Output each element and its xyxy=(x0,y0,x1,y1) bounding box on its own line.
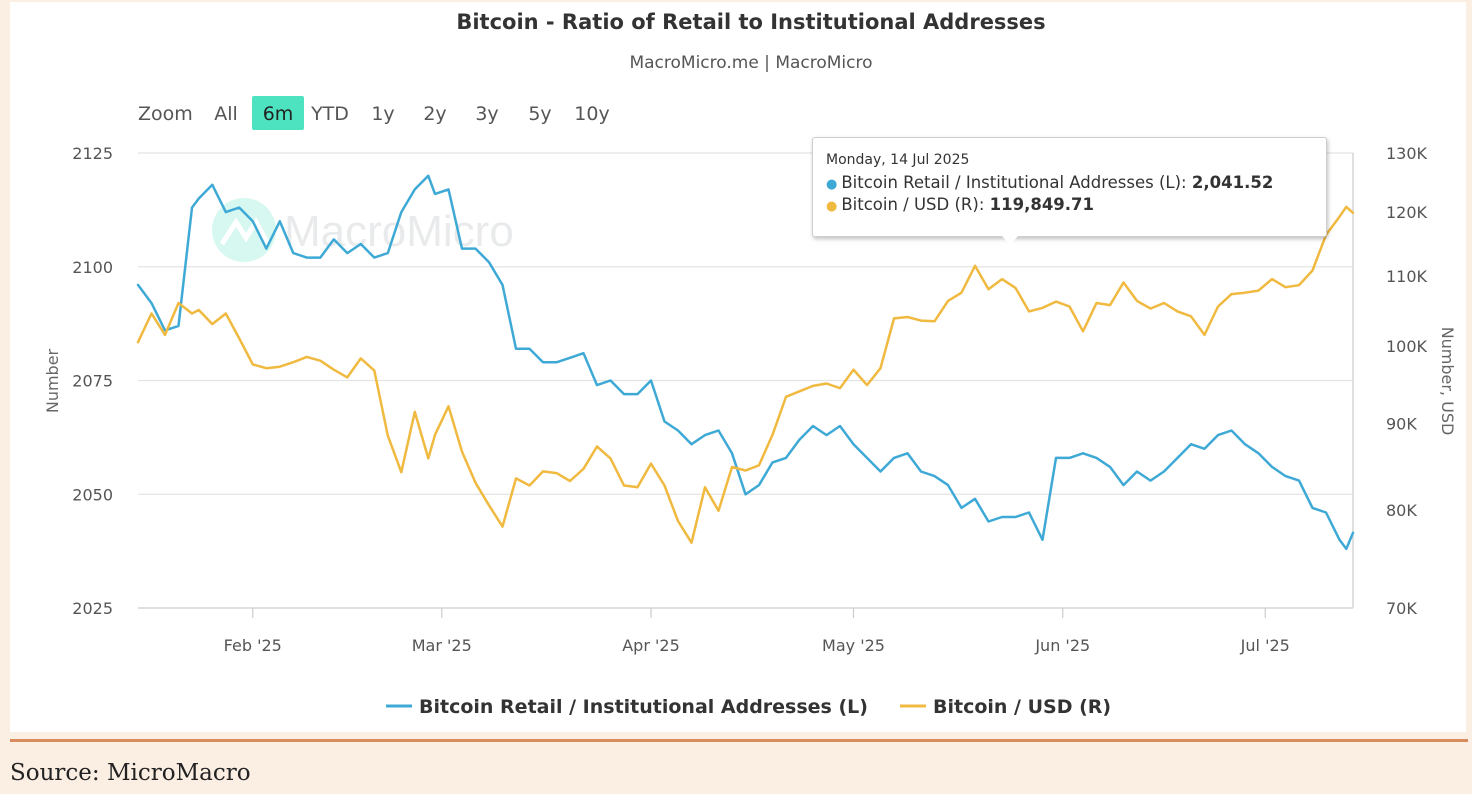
y-right-tick-label: 100K xyxy=(1386,337,1428,356)
x-tick-label: May '25 xyxy=(822,636,885,655)
tooltip-label: Bitcoin Retail / Institutional Addresses… xyxy=(841,173,1187,192)
tooltip-label: Bitcoin / USD (R): xyxy=(841,195,985,214)
y-right-tick-label: 80K xyxy=(1386,501,1417,520)
watermark-logo-mark xyxy=(219,217,271,246)
zoom-button-highlight xyxy=(252,96,304,130)
zoom-button-label: 6m xyxy=(263,103,294,125)
zoom-button-label: 10y xyxy=(574,103,609,125)
y-left-tick-label: 2075 xyxy=(72,372,113,391)
tooltip-date: Monday, 14 Jul 2025 xyxy=(826,152,970,168)
chart-subtitle: MacroMicro.me | MacroMicro xyxy=(629,53,872,73)
divider xyxy=(10,739,1468,742)
y-left-tick-label: 2125 xyxy=(72,144,113,163)
y-left-tick-label: 2025 xyxy=(72,599,113,618)
zoom-button-label: 2y xyxy=(423,103,446,125)
tooltip-dot-icon: ● xyxy=(826,199,838,214)
chart: MacroMicro Bitcoin - Ratio of Retail to … xyxy=(43,10,1457,718)
legend-label: Bitcoin / USD (R) xyxy=(933,696,1111,718)
y-axis-left-label: Number xyxy=(43,348,62,413)
tooltip: Monday, 14 Jul 2025 ● Bitcoin Retail / In… xyxy=(812,137,1327,237)
series-line-btc-usd xyxy=(136,205,1355,544)
legend: Bitcoin Retail / Institutional Addresses… xyxy=(386,696,1111,718)
source-note: Source: MicroMacro xyxy=(10,760,251,786)
y-right-tick-label: 110K xyxy=(1386,267,1428,286)
y-axis-right: 70K 80K 90K 100K 110K 120K 130K xyxy=(1386,144,1428,618)
y-left-tick-label: 2100 xyxy=(72,258,113,277)
y-axis-left: 2025 2050 2075 2100 2125 xyxy=(72,144,113,618)
y-right-tick-label: 130K xyxy=(1386,144,1428,163)
watermark-text: MacroMicro xyxy=(284,207,514,256)
zoom-button-5y[interactable]: 5y xyxy=(528,103,551,125)
zoom-button-1y[interactable]: 1y xyxy=(371,103,394,125)
legend-label: Bitcoin Retail / Institutional Addresses… xyxy=(419,696,868,718)
zoom-button-label: All xyxy=(214,103,238,125)
tooltip-value: 119,849.71 xyxy=(989,195,1095,214)
zoom-button-10y[interactable]: 10y xyxy=(574,103,609,125)
zoom-button-6m[interactable]: 6m xyxy=(252,96,304,130)
x-tick-label: Feb '25 xyxy=(224,636,282,655)
zoom-label: Zoom xyxy=(138,103,193,125)
tooltip-row-retail: ● Bitcoin Retail / Institutional Addresse… xyxy=(826,173,1326,192)
x-axis: Feb '25 Mar '25 Apr '25 May '25 Jun '25 Jul '… xyxy=(224,608,1290,655)
tooltip-caret xyxy=(1002,236,1018,245)
y-right-tick-label: 70K xyxy=(1386,599,1417,618)
y-left-tick-label: 2050 xyxy=(72,485,113,504)
zoom-bar: Zoom All 6m YTD 1y 2y 3y 5y 10y xyxy=(138,96,610,130)
y-right-tick-label: 120K xyxy=(1386,203,1428,222)
series-line-retail-ratio xyxy=(136,174,1355,551)
x-tick-label: Mar '25 xyxy=(412,636,472,655)
x-tick-label: Jun '25 xyxy=(1034,636,1090,655)
zoom-button-ytd[interactable]: YTD xyxy=(310,103,349,125)
zoom-button-all[interactable]: All xyxy=(214,103,238,125)
x-tick-label: Apr '25 xyxy=(622,636,680,655)
series-lines xyxy=(136,174,1355,551)
tooltip-value: 2,041.52 xyxy=(1191,173,1274,192)
chart-title: Bitcoin - Ratio of Retail to Institution… xyxy=(456,10,1045,34)
watermark-logo-icon xyxy=(212,198,276,262)
tooltip-dot-icon: ● xyxy=(826,177,838,192)
x-tick-label: Jul '25 xyxy=(1240,636,1290,655)
zoom-button-label: 5y xyxy=(528,103,551,125)
zoom-button-2y[interactable]: 2y xyxy=(423,103,446,125)
zoom-button-3y[interactable]: 3y xyxy=(475,103,498,125)
y-axis-right-label: Number, USD xyxy=(1438,327,1457,436)
y-right-tick-label: 90K xyxy=(1386,414,1417,433)
tooltip-row-btc: ● Bitcoin / USD (R): 119,849.71 xyxy=(826,195,1326,214)
zoom-button-label: 3y xyxy=(475,103,498,125)
zoom-button-label: 1y xyxy=(371,103,394,125)
zoom-button-label: YTD xyxy=(310,103,349,125)
